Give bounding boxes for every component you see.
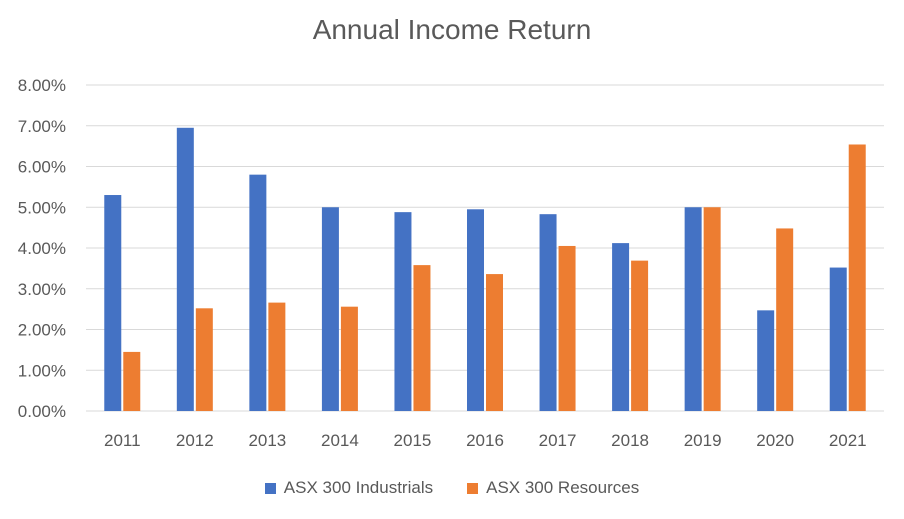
x-tick-label: 2013 [248, 431, 286, 450]
bar-resources-2018 [631, 260, 649, 411]
x-tick-label: 2011 [104, 431, 141, 450]
bar-resources-2013 [268, 302, 286, 411]
x-tick-label: 2019 [684, 431, 722, 450]
legend-swatch-industrials [264, 482, 276, 494]
legend-item-resources: ASX 300 Resources [467, 478, 639, 498]
legend-swatch-resources [467, 482, 479, 494]
bar-industrials-2017 [539, 214, 557, 411]
legend-label-industrials: ASX 300 Industrials [283, 478, 434, 497]
x-tick-label: 2017 [539, 431, 577, 450]
y-tick-label: 0.00% [18, 402, 66, 421]
y-tick-label: 4.00% [18, 239, 66, 258]
bar-industrials-2014 [321, 207, 339, 411]
x-tick-label: 2021 [829, 431, 867, 450]
bar-resources-2019 [703, 207, 721, 411]
bar-industrials-2019 [684, 207, 702, 411]
bar-industrials-2020 [757, 310, 775, 411]
x-tick-label: 2018 [611, 431, 649, 450]
y-tick-label: 6.00% [18, 158, 66, 177]
bar-industrials-2011 [104, 195, 122, 411]
bar-industrials-2018 [612, 243, 630, 411]
bar-industrials-2015 [394, 212, 412, 411]
legend-item-industrials: ASX 300 Industrials [264, 478, 434, 498]
bar-industrials-2016 [467, 209, 484, 411]
bar-resources-2021 [848, 144, 866, 411]
x-tick-label: 2014 [321, 431, 359, 450]
bar-resources-2016 [486, 274, 503, 411]
bar-resources-2011 [123, 351, 141, 411]
bar-industrials-2013 [249, 174, 267, 411]
legend: ASX 300 Industrials ASX 300 Resources [0, 478, 904, 498]
bar-resources-2012 [195, 308, 213, 411]
x-tick-label: 2016 [466, 431, 504, 450]
bar-industrials-2021 [829, 267, 847, 411]
bar-resources-2014 [340, 306, 358, 411]
bar-industrials-2012 [176, 127, 194, 411]
bar-resources-2015 [413, 265, 431, 411]
legend-label-resources: ASX 300 Resources [486, 478, 640, 497]
x-tick-label: 2012 [176, 431, 214, 450]
bar-resources-2017 [558, 245, 576, 411]
bar-resources-2020 [776, 228, 794, 411]
y-tick-label: 7.00% [18, 117, 66, 136]
y-tick-label: 3.00% [18, 280, 66, 299]
x-tick-label: 2015 [394, 431, 432, 450]
y-tick-label: 2.00% [18, 321, 66, 340]
chart-title: Annual Income Return [312, 14, 592, 45]
y-tick-label: 8.00% [18, 76, 66, 95]
x-tick-label: 2020 [756, 431, 794, 450]
y-tick-label: 5.00% [18, 198, 66, 217]
y-tick-label: 1.00% [18, 361, 66, 380]
